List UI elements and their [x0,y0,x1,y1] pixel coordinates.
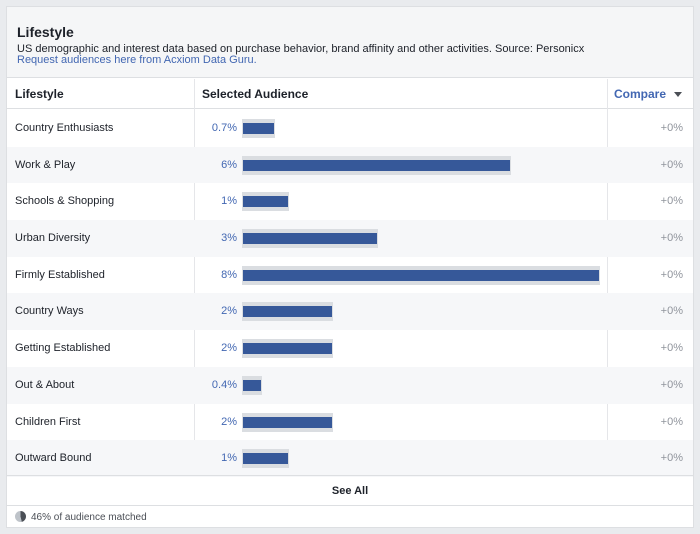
row-lifestyle-name: Country Ways [15,305,84,318]
audience-bar [243,269,599,281]
row-compare-value: +0% [660,415,683,428]
table-row: Outward Bound 1% +0% [7,440,693,477]
table-row: Country Ways 2% +0% [7,293,693,331]
table-row: Firmly Established 8% +0% [7,257,693,294]
row-compare-value: +0% [660,158,683,171]
row-percentage: 1% [221,195,237,208]
row-lifestyle-name: Firmly Established [15,268,105,281]
table-row: Getting Established 2% +0% [7,330,693,367]
row-compare-value: +0% [660,378,683,391]
caret-down-icon[interactable] [674,92,682,97]
card-header: Lifestyle US demographic and interest da… [7,7,693,78]
column-header-lifestyle: Lifestyle [15,87,64,101]
row-compare-value: +0% [660,452,683,465]
row-lifestyle-name: Work & Play [15,158,76,171]
row-percentage: 0.7% [211,122,237,134]
row-compare-value: +0% [660,342,683,355]
compare-dropdown[interactable]: Compare [614,87,667,101]
row-percentage: 0.4% [211,378,237,391]
column-header-selected-audience: Selected Audience [202,87,309,101]
row-lifestyle-name: Out & About [15,378,75,391]
audience-bar [243,159,510,171]
row-compare-value: +0% [660,268,683,281]
audience-bar [243,379,261,391]
audience-bar [243,306,332,318]
audience-bar [243,196,288,208]
lifestyle-rows: Country Enthusiasts 0.7% +0% Work & Play 6% +… [7,110,693,477]
row-lifestyle-name: Outward Bound [15,452,92,465]
audience-bar [243,416,332,428]
audience-bar [243,123,275,134]
row-percentage: 3% [221,232,237,245]
card-title: Lifestyle [17,24,74,40]
table-row: Children First 2% +0% [7,404,693,441]
row-compare-value: +0% [660,122,683,134]
acxiom-link[interactable]: Request audiences here from Acxiom Data … [17,54,257,66]
table-row: Work & Play 6% +0% [7,146,693,184]
table-row: Country Enthusiasts 0.7% +0% [7,110,693,147]
row-compare-value: +0% [660,195,683,208]
pie-chart-icon [15,511,26,522]
row-percentage: 2% [221,342,237,355]
table-row: Out & About 0.4% +0% [7,366,693,404]
row-lifestyle-name: Urban Diversity [15,232,91,245]
row-lifestyle-name: Children First [15,415,81,428]
table-header: Lifestyle Selected Audience Compare [7,79,693,109]
row-lifestyle-name: Schools & Shopping [15,195,115,208]
row-lifestyle-name: Getting Established [15,342,111,355]
table-row: Urban Diversity 3% +0% [7,220,693,257]
row-lifestyle-name: Country Enthusiasts [15,122,114,134]
row-compare-value: +0% [660,305,683,318]
column-divider [607,79,608,475]
row-percentage: 8% [221,268,237,281]
row-percentage: 2% [221,305,237,318]
audience-bar [243,453,288,465]
row-percentage: 1% [221,452,237,465]
audience-bar [243,343,332,355]
row-percentage: 6% [221,158,237,171]
lifestyle-card: Lifestyle US demographic and interest da… [6,6,694,528]
see-all-button[interactable]: See All [7,475,693,506]
table-row: Schools & Shopping 1% +0% [7,183,693,220]
audience-bar [243,233,377,245]
row-compare-value: +0% [660,232,683,245]
row-percentage: 2% [221,415,237,428]
card-description: US demographic and interest data based o… [17,43,585,55]
column-divider [194,79,195,475]
audience-matched-text: 46% of audience matched [31,512,147,523]
